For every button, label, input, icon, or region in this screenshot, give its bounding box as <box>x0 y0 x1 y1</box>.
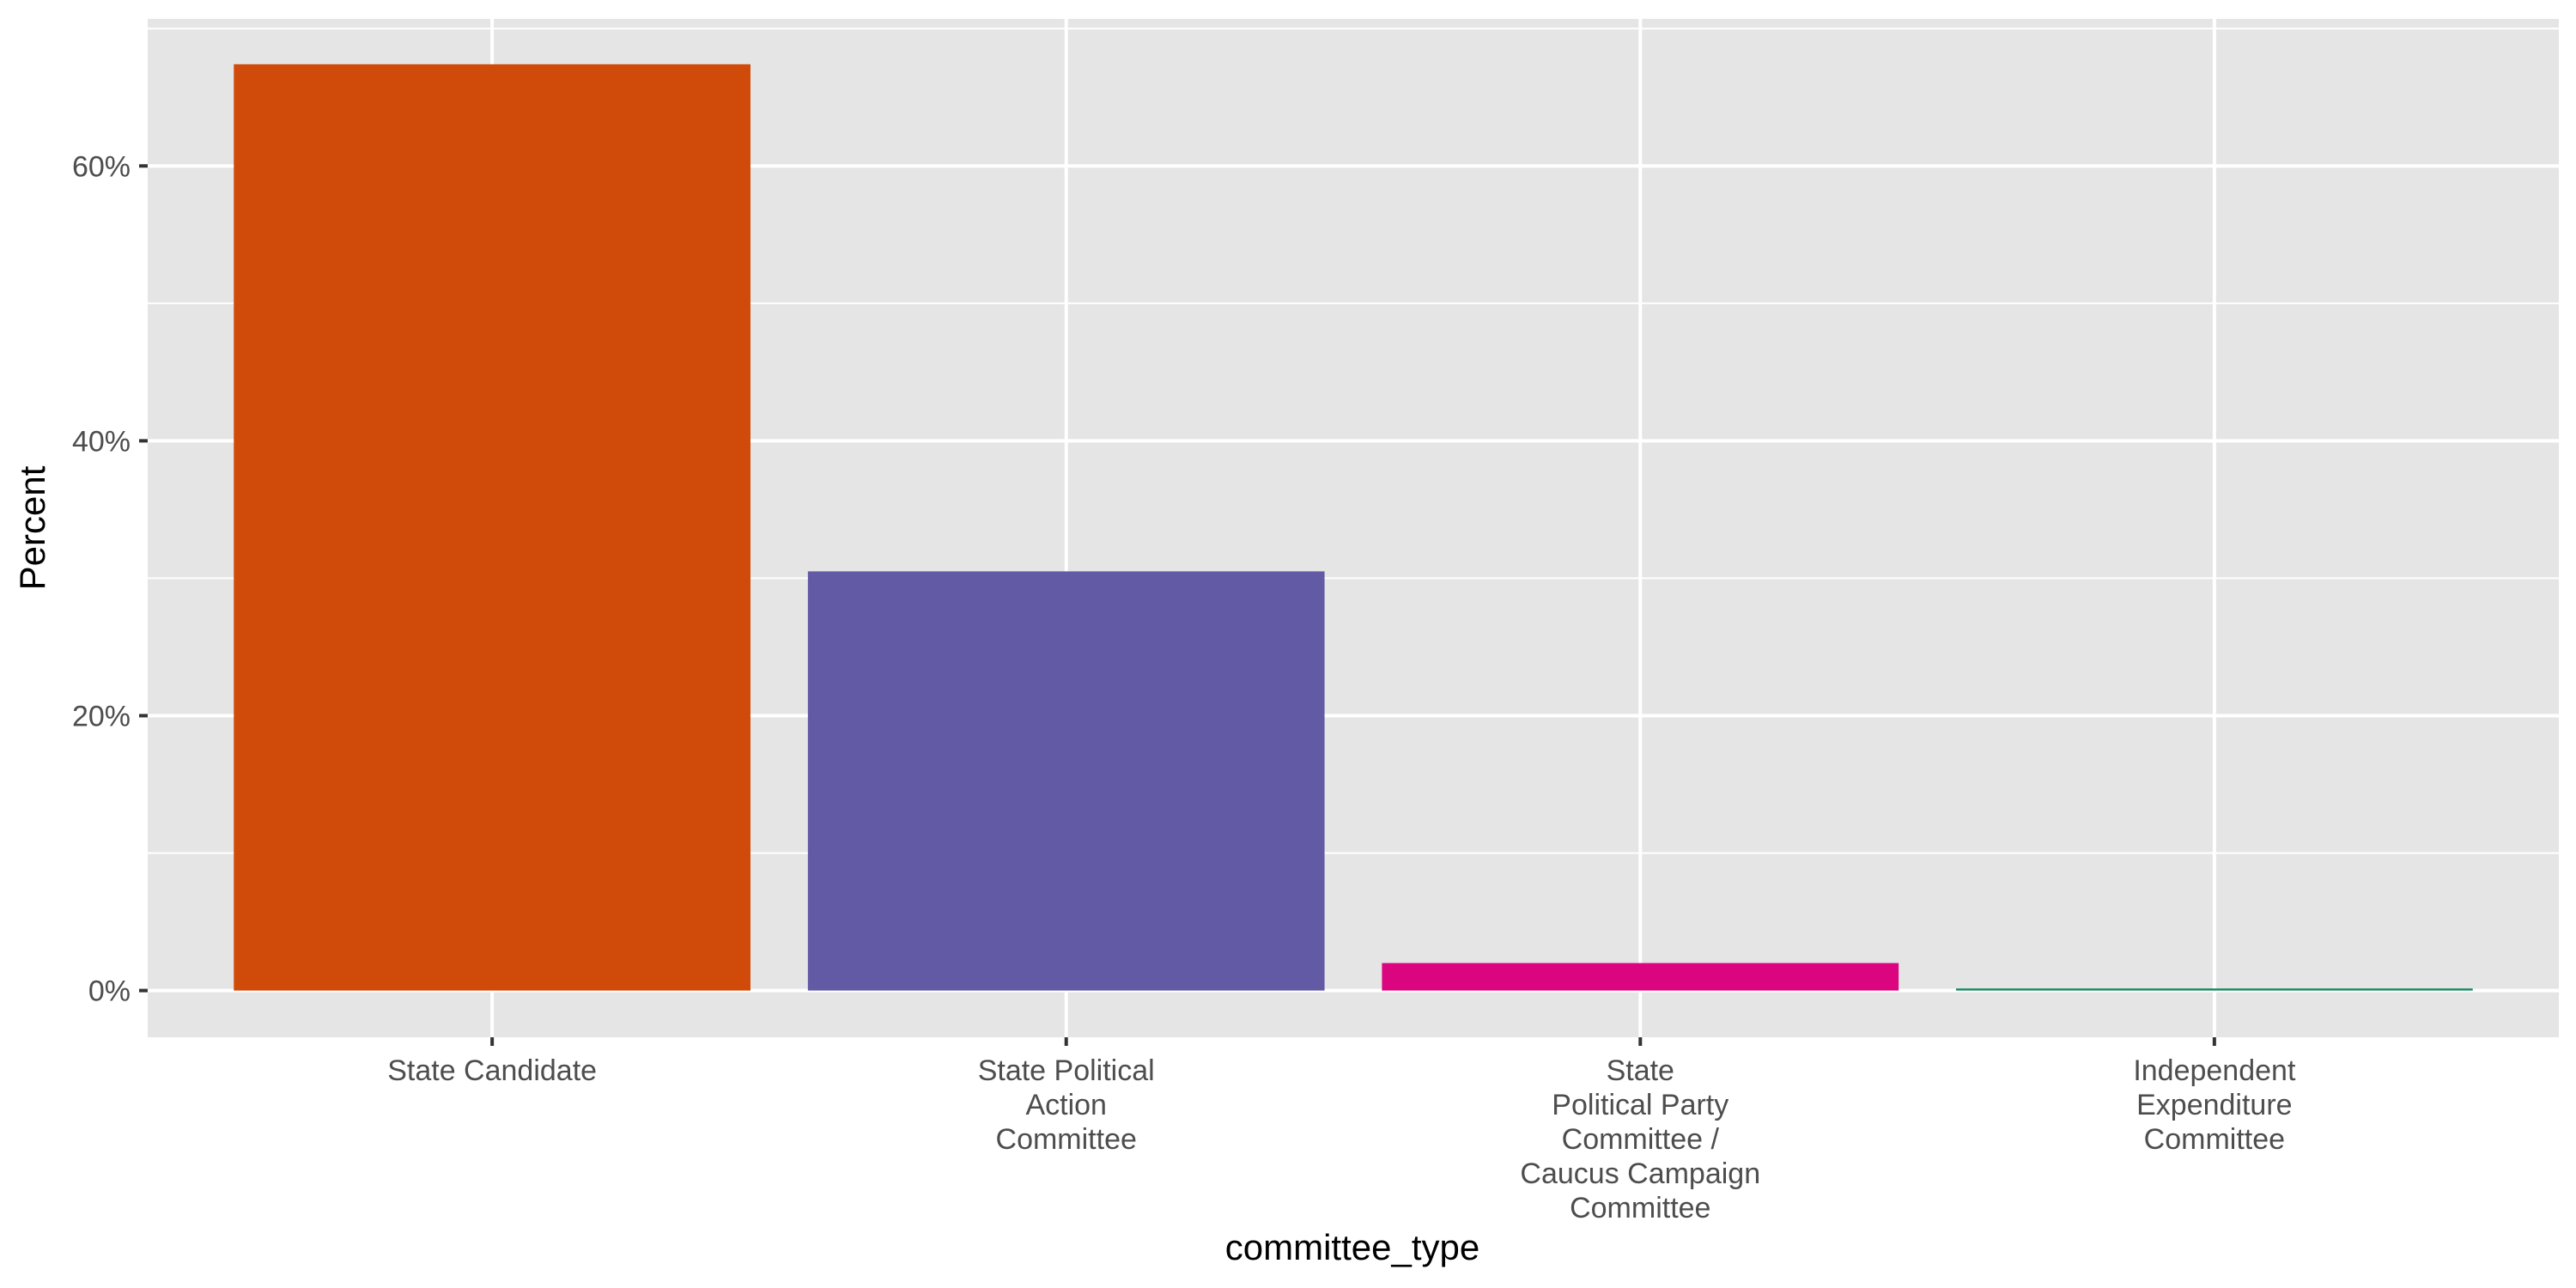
y-tick-label: 40% <box>72 425 131 458</box>
y-tick-label: 0% <box>88 975 131 1008</box>
y-tick-label: 20% <box>72 700 131 732</box>
y-axis-title: Percent <box>12 465 52 590</box>
x-axis: State Candidate State Political Action Comm… <box>387 1037 2296 1224</box>
x-tick-label: State Political Party Committee / Caucus Ca… <box>1520 1054 1760 1224</box>
x-tick-label: State Candidate <box>387 1054 597 1087</box>
bar <box>1956 988 2473 991</box>
x-axis-title: committee_type <box>1225 1227 1479 1267</box>
y-tick-label: 60% <box>72 150 131 183</box>
bar <box>1382 963 1899 991</box>
x-tick-label: State Political Action Committee <box>978 1054 1155 1156</box>
bars <box>234 64 2473 991</box>
bar <box>234 64 750 991</box>
bar <box>807 571 1325 991</box>
x-tick-label: Independent Expenditure Committee <box>2133 1054 2296 1156</box>
y-axis: 0% 20% 40% 60% <box>72 150 148 1008</box>
